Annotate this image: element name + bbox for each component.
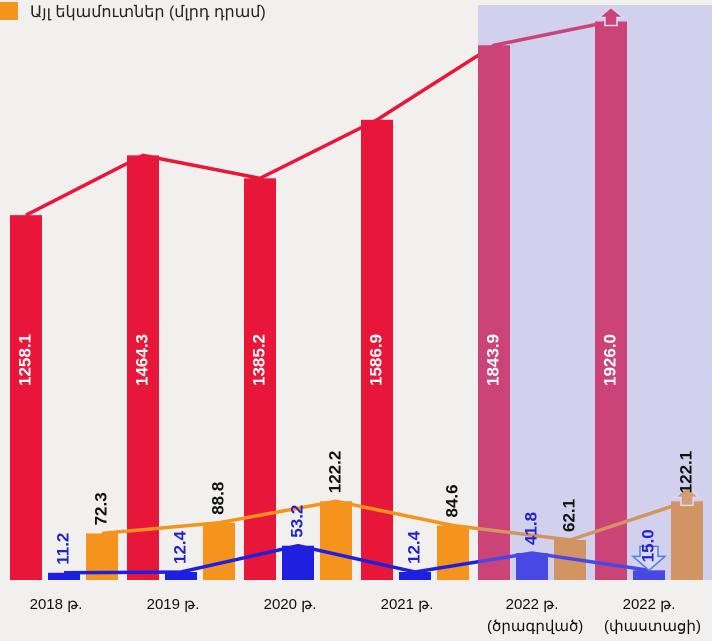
value-label: 15.0 <box>638 529 657 562</box>
series-line <box>63 543 650 575</box>
bar <box>127 155 159 580</box>
x-tick-label: 2020 թ. <box>263 596 317 613</box>
bar <box>361 119 393 580</box>
bars <box>10 21 703 581</box>
labels: 1258.1 1464.3 1385.2 1586.9 1843.9 1926.0 11.2… <box>15 334 695 565</box>
legend-swatch <box>0 2 18 20</box>
bar <box>320 501 352 580</box>
value-label: 84.6 <box>442 484 461 517</box>
value-label: 1926.0 <box>600 334 619 386</box>
bar <box>595 21 627 580</box>
value-label: 1586.9 <box>366 334 385 386</box>
value-label: 62.1 <box>559 499 578 532</box>
value-label: 41.8 <box>521 512 540 545</box>
highlight-panel <box>478 5 712 580</box>
x-tick-label: 2019 թ. <box>146 596 200 613</box>
value-label: 88.8 <box>208 482 227 515</box>
bar <box>633 570 665 580</box>
x-tick-label: 2022 թ. (ծրագրված) <box>487 596 584 635</box>
value-label: 1843.9 <box>483 334 502 386</box>
arrow <box>672 486 702 507</box>
value-label: 11.2 <box>53 533 72 565</box>
value-label: 122.2 <box>325 451 344 494</box>
value-label: 72.3 <box>91 492 110 525</box>
bar <box>165 572 197 580</box>
bar <box>282 545 314 580</box>
value-label: 53.2 <box>287 505 306 538</box>
bar <box>437 525 469 580</box>
bar <box>48 572 80 580</box>
arrow <box>596 6 626 27</box>
bar <box>671 501 703 580</box>
bar <box>399 572 431 580</box>
x-tick-label: 2021 թ. <box>380 596 434 613</box>
series-line <box>25 19 612 217</box>
lines <box>25 6 702 575</box>
value-label: 1464.3 <box>132 334 151 386</box>
value-label: 12.4 <box>170 530 189 564</box>
x-tick-label: 2022 թ. (փաստացի) <box>604 596 701 635</box>
arrow <box>631 545 667 572</box>
value-label: 1385.2 <box>249 334 268 386</box>
bar <box>478 45 510 581</box>
value-label: 122.1 <box>676 451 695 494</box>
value-label: 1258.1 <box>15 334 34 386</box>
bar <box>10 215 42 580</box>
bar <box>203 522 235 580</box>
series-line <box>101 499 688 542</box>
value-label: 12.4 <box>404 530 423 564</box>
bar <box>516 553 548 580</box>
legend-label: Այլ եկամուտներ (մլրդ դրամ) <box>30 4 266 21</box>
x-tick-label: 2018 թ. <box>29 596 83 613</box>
